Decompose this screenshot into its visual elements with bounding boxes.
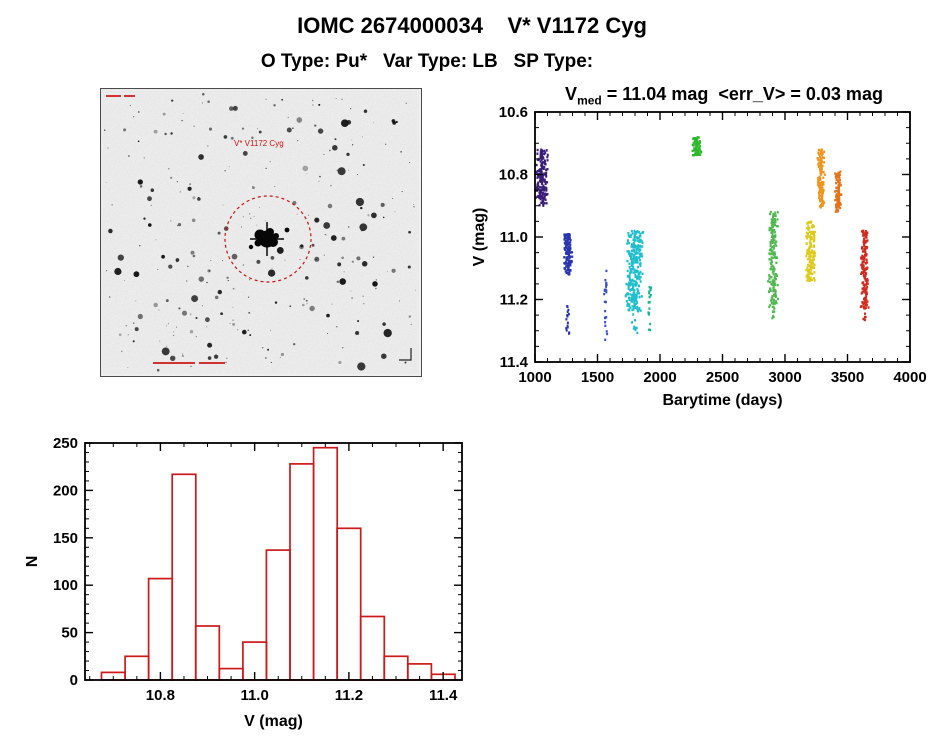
histogram-bar [359,615,386,681]
series-epoch-02 [563,233,574,276]
histogram-bar [265,549,291,681]
finder-annotation-marks [106,95,225,364]
finder-chart-image: V* V1172 Cyg [101,89,419,374]
series-epoch-08 [805,220,817,282]
histogram-bars [100,446,456,681]
tick-labels: 10.8 11.0 11.2 11.4 0 50 100 150 200 250 [53,435,458,704]
x-tick-label: 4000 [893,369,926,386]
page-subtitle: O Type: Pu* Var Type: LB SP Type: [260,51,594,72]
y-tick-label: 11.0 [500,229,528,246]
lightcurve-x-axis-label: Barytime (days) [662,392,782,409]
histogram-x-axis-label: V (mag) [244,713,303,730]
x-tick-label: 10.8 [146,687,175,704]
x-tick-label: 11.4 [429,687,458,704]
x-tick-label: 11.2 [335,687,363,704]
y-tick-label: 50 [61,625,78,642]
major-ticks [85,442,462,681]
series-epoch-02-tail [565,305,571,335]
y-tick-label: 200 [53,482,78,499]
finder-corner-mark [399,348,412,361]
series-epoch-03 [603,269,609,341]
lightcurve-title-rest: = 11.04 mag <err_V> = 0.03 mag [601,84,883,104]
plot-frame [534,111,911,363]
histogram-bar [171,473,197,681]
y-tick-label: 11.2 [500,292,528,309]
series-epoch-11-tail [862,312,867,322]
x-tick-label: 11.0 [240,687,268,704]
lightcurve-points [534,136,870,341]
series-epoch-05 [647,285,652,332]
lightcurve-title-sub: med [577,93,602,108]
histogram-bar [194,625,221,681]
y-tick-label: 250 [53,435,78,452]
histogram-bar [336,527,362,681]
lightcurve-title: Vmed = 11.04 mag <err_V> = 0.03 mag [484,84,944,108]
histogram-plot: 10.8 11.0 11.2 11.4 0 50 100 150 200 250 V (mag) N [25,435,463,730]
finder-target-label: V* V1172 Cyg [234,139,284,148]
x-tick-label: 3500 [831,369,864,386]
series-epoch-07-tail [771,310,776,320]
series-epoch-10 [834,170,843,213]
plot-frame [84,442,463,681]
series-epoch-04-tail [631,313,639,335]
y-tick-label: 100 [53,577,78,594]
x-tick-label: 2500 [706,369,739,386]
lightcurve-title-v: V [565,84,578,104]
histogram-bar [312,446,339,681]
histogram-bar [147,577,174,681]
series-epoch-06 [691,136,703,157]
histogram-bar [289,463,315,681]
histogram-y-axis-label: N [25,556,41,568]
series-epoch-11 [859,229,870,310]
x-tick-label: 3000 [768,369,801,386]
minor-ticks [535,112,910,362]
x-tick-label: 1000 [518,369,551,386]
page-title: IOMC 2674000034 V* V1172 Cyg [297,13,647,38]
lightcurve-y-axis-label: V (mag) [471,208,488,267]
series-epoch-09 [816,148,826,209]
y-tick-label: 150 [53,530,78,547]
series-epoch-01 [534,148,549,207]
series-epoch-04 [624,229,645,313]
y-tick-label: 11.4 [500,354,529,371]
target-marker-circle [224,195,312,283]
x-tick-label: 1500 [581,369,614,386]
y-tick-label: 10.6 [499,104,528,121]
tick-labels: 1000 1500 2000 2500 3000 3500 4000 10.6 10.8 11.0… [499,104,927,386]
minor-ticks [85,443,462,680]
y-tick-label: 0 [70,672,78,689]
target-star [248,222,290,256]
y-tick-label: 10.8 [499,167,528,184]
series-epoch-07 [767,210,779,310]
x-tick-label: 2000 [643,369,676,386]
lightcurve-plot: 1000 1500 2000 2500 3000 3500 4000 10.6 10.8 11.0… [471,104,927,409]
major-ticks [534,111,911,363]
finder-chart: V* V1172 Cyg [100,88,422,377]
